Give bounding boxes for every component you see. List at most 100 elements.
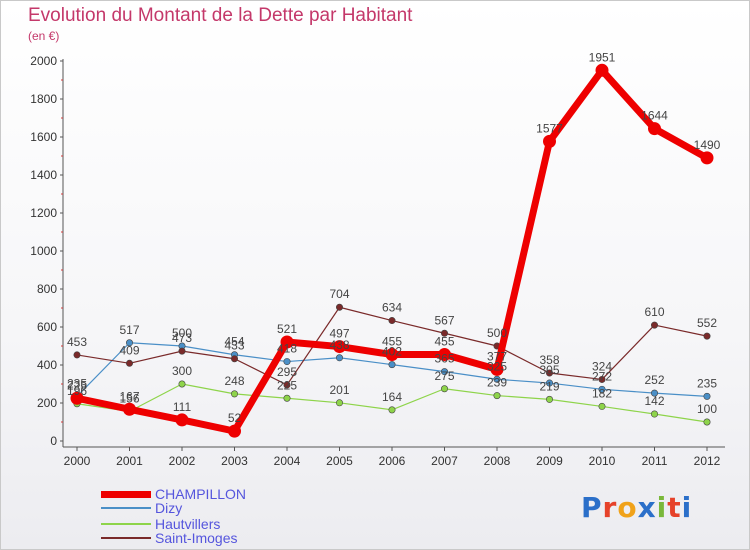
data-label: 455: [434, 335, 454, 349]
data-label: 497: [329, 327, 349, 341]
data-point: [388, 361, 396, 369]
data-point: [703, 392, 711, 400]
x-tick-label: 2009: [536, 454, 563, 468]
data-label: 252: [644, 373, 664, 387]
legend-swatch-hautvillers: [101, 523, 151, 525]
data-point: [126, 359, 134, 367]
data-point: [440, 329, 448, 337]
data-point: [545, 395, 553, 403]
y-tick-label: 1600: [30, 130, 57, 144]
x-tick-label: 2007: [431, 454, 458, 468]
y-tick-label: 1000: [30, 244, 57, 258]
data-point: [598, 375, 606, 383]
x-tick-label: 2010: [589, 454, 616, 468]
data-label: 235: [67, 376, 87, 390]
proxiti-logo: Proxiti: [581, 491, 692, 524]
data-point: [493, 375, 501, 383]
chart-subtitle: (en €): [28, 29, 60, 43]
data-point: [126, 339, 134, 347]
data-label: 248: [224, 374, 244, 388]
x-tick-label: 2006: [379, 454, 406, 468]
data-label: 455: [382, 335, 402, 349]
y-tick-label: 600: [37, 320, 57, 334]
data-point: [335, 354, 343, 362]
data-point: [595, 63, 609, 77]
data-point: [650, 410, 658, 418]
data-point: [545, 369, 553, 377]
data-point: [650, 321, 658, 329]
data-point: [703, 418, 711, 426]
x-tick-label: 2002: [169, 454, 196, 468]
data-point: [703, 332, 711, 340]
data-point: [280, 335, 294, 349]
data-label: 634: [382, 301, 402, 315]
data-point: [545, 379, 553, 387]
y-tick-label: 1800: [30, 92, 57, 106]
legend-item-saint-imoges: Saint-Imoges: [101, 530, 238, 546]
y-tick-label: 2000: [30, 54, 57, 68]
data-point: [440, 368, 448, 376]
data-point: [650, 389, 658, 397]
data-label: 1644: [641, 109, 668, 123]
data-point: [178, 347, 186, 355]
data-label: 167: [119, 389, 139, 403]
logo-letter: t: [667, 491, 682, 524]
data-label: 295: [277, 365, 297, 379]
data-label: 704: [329, 287, 349, 301]
y-tick-label: 800: [37, 282, 57, 296]
x-tick-label: 2012: [694, 454, 721, 468]
data-point: [283, 358, 291, 366]
data-point: [388, 317, 396, 325]
data-label: 1490: [694, 138, 721, 152]
x-tick-label: 2000: [64, 454, 91, 468]
legend-label-saint-imoges: Saint-Imoges: [155, 530, 238, 546]
data-label: 402: [382, 345, 402, 359]
data-label: 1577: [536, 121, 563, 135]
data-label: 111: [173, 400, 192, 414]
y-tick-label: 200: [37, 396, 57, 410]
data-point: [598, 385, 606, 393]
data-label: 453: [67, 335, 87, 349]
data-label: 305: [539, 363, 559, 377]
data-point: [335, 399, 343, 407]
legend-item-champillon: CHAMPILLON: [101, 486, 247, 502]
legend-label-champillon: CHAMPILLON: [155, 486, 247, 502]
data-point: [283, 381, 291, 389]
data-point: [385, 348, 399, 362]
data-point: [123, 402, 136, 416]
data-label: 275: [434, 369, 454, 383]
logo-letter: x: [637, 491, 657, 524]
data-label: 52: [228, 411, 242, 425]
data-point: [598, 402, 606, 410]
data-label: 164: [382, 390, 402, 404]
data-label: 156: [119, 391, 139, 405]
chart-title: Evolution du Montant de la Dette par Hab…: [28, 5, 413, 26]
data-point: [228, 424, 241, 438]
y-tick-label: 0: [50, 434, 57, 448]
data-label: 225: [277, 378, 297, 392]
data-point: [490, 362, 504, 376]
data-label: 235: [697, 376, 717, 390]
data-point: [648, 122, 661, 136]
legend-label-hautvillers: Hautvillers: [155, 516, 221, 532]
y-tick-label: 1200: [30, 206, 57, 220]
data-point: [70, 391, 84, 405]
x-tick-label: 2003: [221, 454, 248, 468]
data-label: 418: [277, 342, 297, 356]
data-point: [178, 380, 186, 388]
data-point: [231, 390, 239, 398]
data-label: 521: [277, 322, 297, 336]
data-label: 473: [172, 331, 192, 345]
data-label: 182: [592, 386, 612, 400]
data-label: 567: [434, 313, 454, 327]
x-tick-label: 2011: [642, 454, 668, 468]
data-point: [175, 413, 189, 427]
data-label: 142: [644, 394, 664, 408]
data-point: [283, 394, 291, 402]
data-label: 1951: [589, 50, 616, 64]
data-label: 239: [487, 376, 507, 390]
data-label: 433: [224, 339, 244, 353]
legend-item-hautvillers: Hautvillers: [101, 516, 221, 532]
x-tick-label: 2008: [484, 454, 511, 468]
